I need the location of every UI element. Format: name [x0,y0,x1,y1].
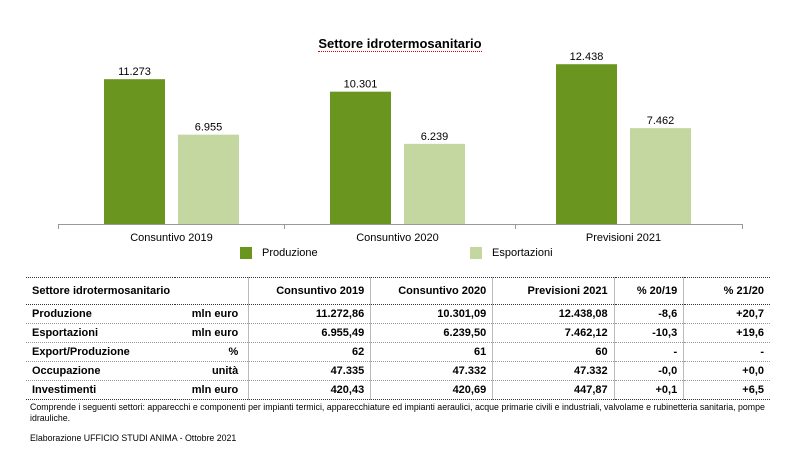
bar-produzione-1 [330,91,391,224]
row-label: Occupazione [26,361,175,381]
bar-esportazioni-1 [404,143,465,224]
row-unit: % [174,342,249,362]
table-cell: 47.335 [248,361,371,381]
row-unit: mln euro [174,323,249,343]
table-cell: +0,0 [683,361,770,381]
legend-swatch-produzione [240,247,252,259]
table-row: Occupazione unità 47.335 47.332 47.332 -0,0 +0… [26,361,770,381]
table-cell: 10.301,09 [370,304,493,324]
footnote: Comprende i seguenti settori: apparecchi… [30,402,765,423]
table-header-sector: Settore idrotermosanitario [26,277,249,305]
row-label: Investimenti [26,380,175,400]
row-unit: unità [174,361,249,381]
table-header-2021: Previsioni 2021 [492,277,615,305]
table-row: Investimenti mln euro 420,43 420,69 447,87 +0… [26,380,770,400]
bar-produzione-2 [556,64,617,224]
data-label: 11.273 [118,66,151,78]
legend-item-esportazioni: Esportazioni [470,247,553,259]
data-table: Settore idrotermosanitario Consuntivo 20… [26,277,770,400]
table-cell: 47.332 [370,361,493,381]
table-cell: 7.462,12 [492,323,615,343]
table-header-2020: Consuntivo 2020 [370,277,493,305]
table-cell: -8,6 [613,304,684,324]
data-label: 6.955 [195,122,223,134]
table-cell: - [613,342,684,362]
table-cell: +6,5 [683,380,770,400]
table-cell: 6.955,49 [248,323,371,343]
table-cell: -0,0 [613,361,684,381]
table-cell: 420,43 [248,380,371,400]
source-credit: Elaborazione UFFICIO STUDI ANIMA - Ottob… [30,433,237,443]
data-label: 6.239 [421,131,449,143]
table-cell: +20,7 [683,304,770,324]
bar-chart: 11.273 6.955 Consuntivo 2019 10.301 6.239 Con… [58,51,743,244]
bar-produzione-0 [104,79,165,225]
data-label: 12.438 [570,51,604,63]
bar-esportazioni-2 [630,128,691,224]
table-cell: 420,69 [370,380,493,400]
table-header-pct-20-19: % 20/19 [613,277,684,305]
row-unit: mln euro [174,304,249,324]
x-tick-label: Previsioni 2021 [586,232,661,244]
table-cell: 60 [492,342,615,362]
table-cell: 447,87 [492,380,615,400]
chart-title-text: Settore idrotermosanitario [318,36,482,52]
row-label: Produzione [26,304,175,324]
data-label: 10.301 [344,79,378,91]
bar-esportazioni-0 [178,134,239,224]
table-cell: +19,6 [683,323,770,343]
table-row: Esportazioni mln euro 6.955,49 6.239,50 7.46… [26,323,770,343]
table-header-2019: Consuntivo 2019 [248,277,371,305]
table-cell: 6.239,50 [370,323,493,343]
table-cell: -10,3 [613,323,684,343]
table-cell: +0,1 [613,380,684,400]
table-cell: 12.438,08 [492,304,615,324]
table-row: Export/Produzione% 62 61 60- - [26,342,770,362]
data-label: 7.462 [647,115,675,127]
legend-label-produzione: Produzione [262,247,318,259]
table-header-pct-21-20: % 21/20 [683,277,770,305]
table-cell: - [683,342,770,362]
table-cell: 62 [248,342,371,362]
row-unit: mln euro [174,380,249,400]
table-cell: 47.332 [492,361,615,381]
x-tick-label: Consuntivo 2020 [356,232,439,244]
table-cell: 61 [370,342,493,362]
table-header-row: Settore idrotermosanitario Consuntivo 20… [26,277,770,305]
chart-title: Settore idrotermosanitario [0,36,800,52]
legend-item-produzione: Produzione [240,247,318,259]
x-tick-label: Consuntivo 2019 [130,232,213,244]
row-label: Esportazioni [26,323,175,343]
table-row: Produzione mln euro 11.272,86 10.301,09 12.4… [26,304,770,324]
legend-label-esportazioni: Esportazioni [492,247,553,259]
row-label: Export/Produzione [26,342,175,362]
table-cell: 11.272,86 [248,304,371,324]
legend-swatch-esportazioni [470,247,482,259]
